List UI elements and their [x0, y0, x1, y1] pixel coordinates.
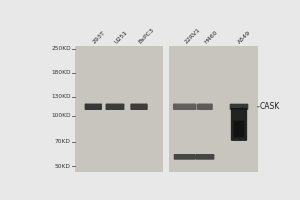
- Text: 180KD: 180KD: [51, 70, 71, 75]
- Text: A549: A549: [238, 30, 252, 45]
- FancyBboxPatch shape: [234, 121, 244, 137]
- Text: 250KD: 250KD: [51, 46, 71, 51]
- Text: 130KD: 130KD: [51, 94, 71, 99]
- FancyBboxPatch shape: [106, 104, 124, 110]
- FancyBboxPatch shape: [174, 154, 196, 160]
- Text: 50KD: 50KD: [55, 164, 71, 169]
- Text: 22RV1: 22RV1: [183, 27, 201, 45]
- FancyBboxPatch shape: [230, 104, 248, 110]
- FancyBboxPatch shape: [195, 154, 214, 160]
- Text: 293T: 293T: [92, 30, 106, 45]
- Text: CASK: CASK: [260, 102, 280, 111]
- Text: 70KD: 70KD: [55, 139, 71, 144]
- Text: 100KD: 100KD: [51, 113, 71, 118]
- Text: H460: H460: [203, 30, 219, 45]
- FancyBboxPatch shape: [173, 104, 196, 110]
- FancyBboxPatch shape: [231, 108, 247, 141]
- Text: U251: U251: [113, 30, 128, 45]
- Bar: [75, 46, 163, 172]
- FancyBboxPatch shape: [85, 104, 102, 110]
- FancyBboxPatch shape: [197, 104, 213, 110]
- Text: BxPC3: BxPC3: [137, 27, 155, 45]
- FancyBboxPatch shape: [130, 104, 148, 110]
- Bar: [169, 46, 258, 172]
